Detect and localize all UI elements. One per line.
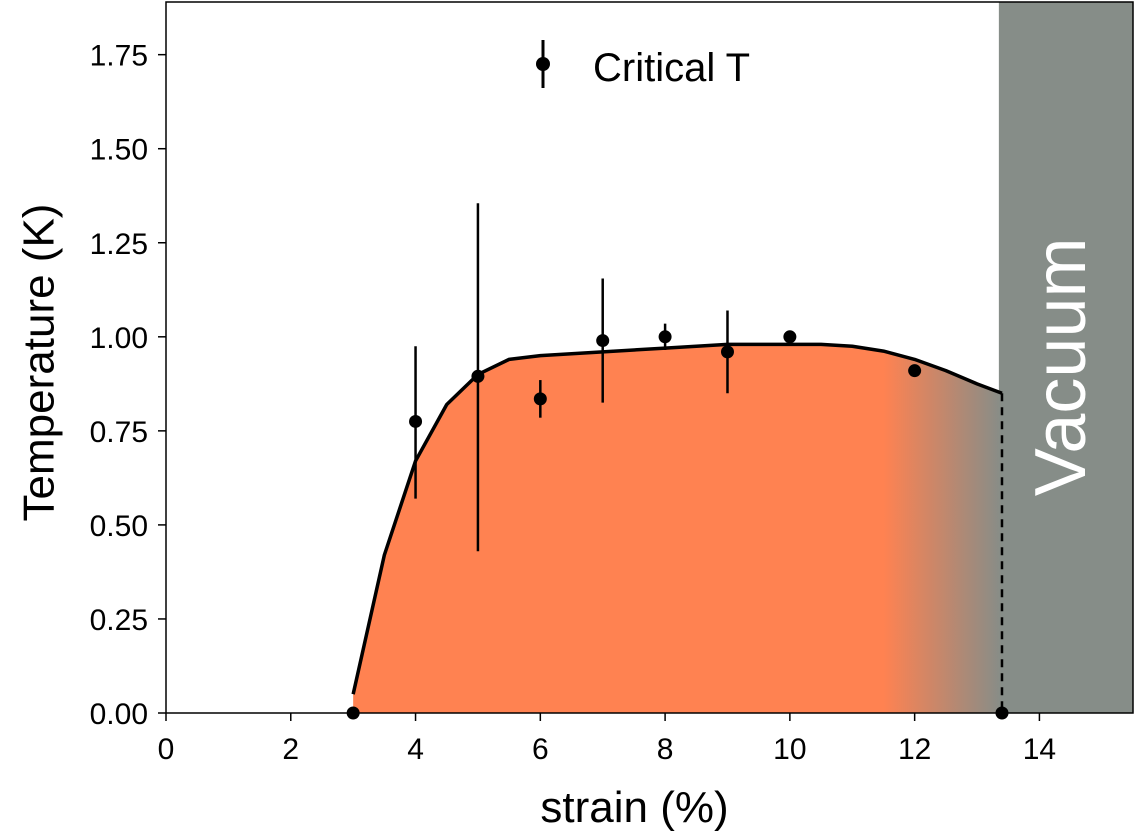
y-tick-label: 0.75: [90, 416, 148, 449]
data-point: [409, 414, 423, 428]
y-tick-label: 0.25: [90, 604, 148, 637]
data-point: [658, 330, 672, 344]
y-tick-label: 0.50: [90, 510, 148, 543]
y-tick-label: 1.25: [90, 228, 148, 261]
legend-entry-critical-t: Critical T: [593, 46, 750, 90]
fit-curve: [351, 342, 1003, 695]
x-tick-label: 4: [407, 733, 424, 766]
x-axis-label: strain (%): [540, 783, 728, 832]
x-tick-label: 0: [158, 733, 175, 766]
x-tick-label: 14: [1023, 733, 1056, 766]
data-point: [533, 392, 547, 406]
x-tick-label: 2: [282, 733, 299, 766]
vacuum-label: Vacuum: [1021, 238, 1101, 497]
y-tick-label: 1.50: [90, 134, 148, 167]
x-tick-label: 6: [532, 733, 549, 766]
x-axis: 0 2 4 6 8 10 12 14: [158, 713, 1056, 766]
data-point: [720, 345, 734, 359]
vacuum-region: [998, 2, 1133, 713]
y-tick-label: 1.00: [90, 322, 148, 355]
data-point: [596, 334, 610, 348]
legend: Critical T: [536, 40, 750, 90]
data-point: [908, 364, 922, 378]
x-tick-label: 12: [898, 733, 931, 766]
x-tick-label: 8: [657, 733, 674, 766]
y-tick-label: 1.75: [90, 40, 148, 73]
data-point: [471, 369, 485, 383]
x-tick-label: 10: [773, 733, 806, 766]
y-axis-label: Temperature (K): [15, 204, 64, 522]
data-point: [783, 330, 797, 344]
axes-frame: [165, 1, 1134, 714]
y-tick-label: 0.00: [90, 698, 148, 731]
phase-fill-area: [353, 344, 1002, 713]
y-axis: 0.00 0.25 0.50 0.75 1.00 1.25 1.50 1.75: [90, 40, 166, 731]
legend-point-marker: [536, 57, 550, 71]
data-points: [346, 203, 1009, 720]
